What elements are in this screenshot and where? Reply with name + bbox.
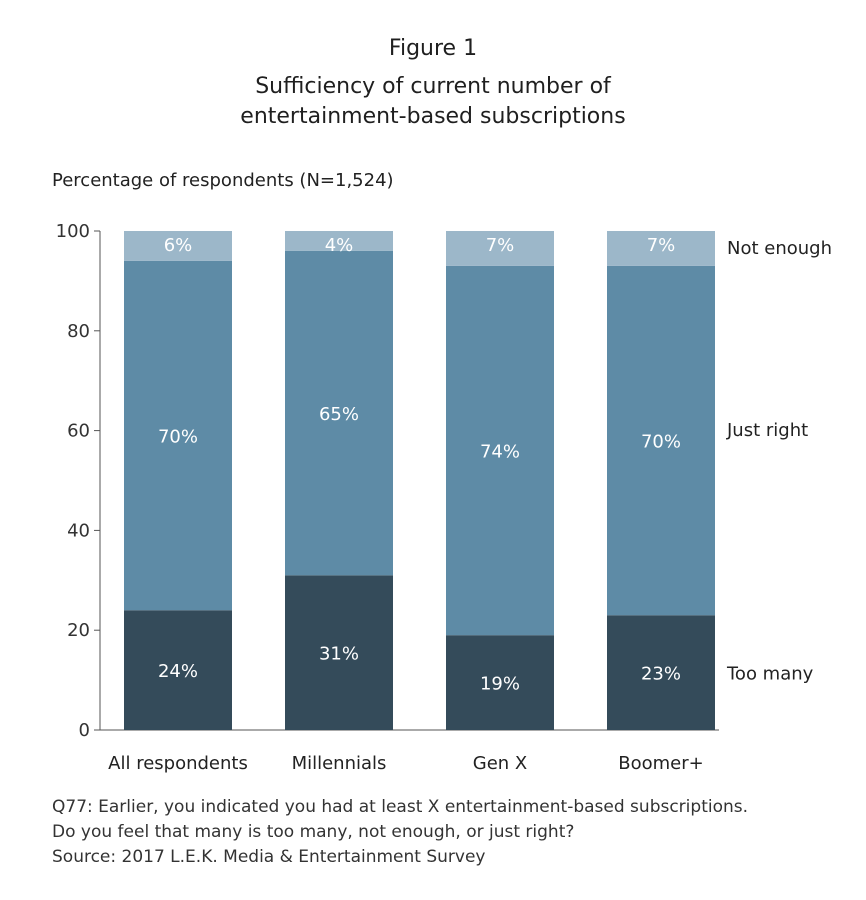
data-label: 70%	[641, 432, 681, 453]
data-label: 70%	[158, 427, 198, 448]
footnote-question-line-1: Q77: Earlier, you indicated you had at l…	[52, 797, 749, 817]
legend-label: Just right	[726, 420, 808, 441]
y-tick-label: 0	[79, 720, 90, 741]
figure-label: Figure 1	[388, 36, 478, 61]
y-tick-label: 80	[67, 321, 90, 342]
data-label: 74%	[480, 442, 520, 463]
y-tick-label: 100	[56, 221, 90, 242]
data-label: 4%	[325, 235, 354, 256]
bar-segment	[607, 615, 715, 730]
chart-title-line-1: Sufficiency of current number of	[255, 74, 611, 99]
data-label: 7%	[486, 235, 515, 256]
y-tick-label: 20	[67, 620, 90, 641]
bar-segment	[285, 250, 393, 576]
bar-segment	[124, 260, 232, 611]
y-tick-label: 60	[67, 421, 90, 442]
x-category-label: Gen X	[473, 753, 527, 774]
x-category-label: Boomer+	[618, 753, 703, 774]
bar-segment	[285, 575, 393, 730]
legend-label: Not enough	[727, 238, 832, 259]
data-label: 65%	[319, 404, 359, 425]
legend-label: Too many	[726, 664, 814, 685]
data-label: 23%	[641, 664, 681, 685]
bar-segment	[607, 265, 715, 616]
x-category-label: Millennials	[292, 753, 387, 774]
x-category-label: All respondents	[108, 753, 248, 774]
bar-segment	[446, 265, 554, 636]
data-label: 19%	[480, 674, 520, 695]
chart-title-line-2: entertainment-based subscriptions	[240, 104, 626, 129]
y-tick-label: 40	[67, 520, 90, 541]
bar-segment	[285, 231, 393, 251]
data-label: 6%	[164, 235, 193, 256]
bar-segment	[446, 231, 554, 266]
data-label: 7%	[647, 235, 676, 256]
bar-segment	[446, 635, 554, 730]
stacked-bar-chart: 0 20 40 60 80 100 24% 70% 6% All respondents 31% 65…	[56, 221, 832, 774]
footnote-source: Source: 2017 L.E.K. Media & Entertainmen…	[52, 847, 486, 867]
data-label: 31%	[319, 644, 359, 665]
y-axis-label: Percentage of respondents (N=1,524)	[52, 170, 394, 191]
bar-segment	[124, 610, 232, 730]
data-label: 24%	[158, 661, 198, 682]
footnote-question-line-2: Do you feel that many is too many, not e…	[52, 822, 575, 842]
bar-segment	[607, 231, 715, 266]
bar-segment	[124, 231, 232, 261]
